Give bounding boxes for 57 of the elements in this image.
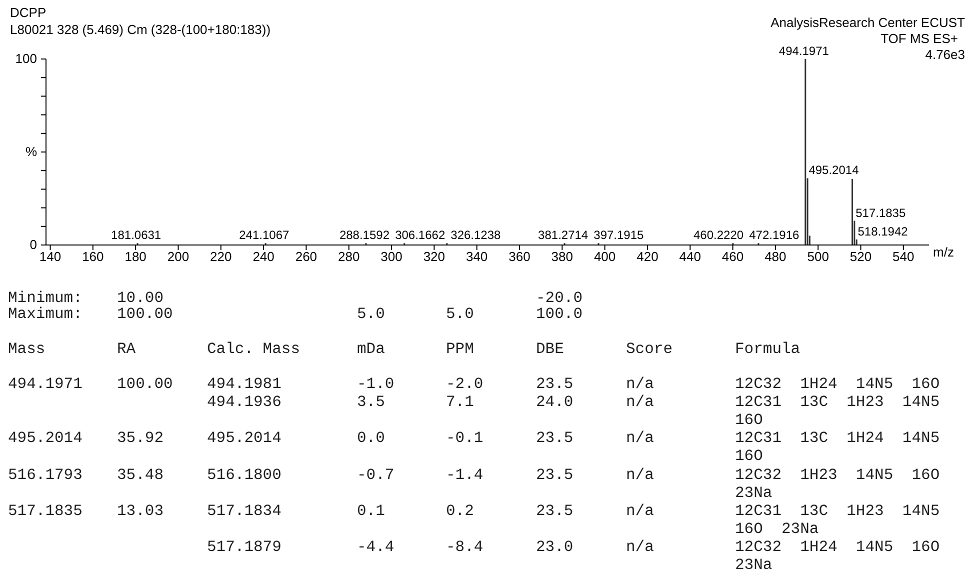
x-tick-label: 220 [210, 249, 232, 264]
text: 16O [735, 447, 763, 466]
annotation: 326.1238 [450, 228, 502, 242]
text: Maximum: 100.00 5.0 5.0 100.0 [8, 305, 583, 323]
x-tick-label: 540 [892, 249, 914, 264]
annotation: 517.1835 [856, 206, 906, 220]
x-tick-label: 320 [423, 249, 446, 264]
x-tick-label: 260 [295, 249, 318, 264]
x-tick-label: 440 [679, 249, 701, 264]
x-tick-label: 340 [466, 249, 488, 264]
y-tick-label: 100 [15, 51, 37, 66]
text: 495.2014 35.92 495.2014 0.0 -0.1 23.5 n/a 12C31 13C 1H24 14N5 [8, 429, 940, 448]
annotation: 4.76e3 [925, 47, 965, 62]
annotation: 306.1662 [395, 228, 446, 242]
annotation: 472.1916 [749, 228, 800, 242]
text: 23Na [735, 484, 772, 502]
x-tick-label: 200 [167, 249, 190, 264]
x-tick-label: 500 [807, 249, 829, 264]
x-tick-label: 240 [252, 249, 274, 264]
annotation: 241.1067 [239, 228, 290, 242]
annotation: 381.2714 [538, 228, 588, 242]
chart-title: DCPP [10, 5, 46, 20]
x-tick-label: 280 [338, 249, 360, 264]
text: Minimum: 10.00 -20.0 [8, 289, 583, 307]
text: 494.1936 3.5 7.1 24.0 n/a 12C31 13C 1H23 14N5 [207, 393, 940, 412]
x-tick-label: 180 [124, 249, 146, 264]
annotation: 288.1592 [339, 228, 390, 242]
chart-subtitle: L80021 328 (5.469) Cm (328-(100+180:183)) [10, 22, 271, 37]
text: 516.1793 35.48 516.1800 -0.7 -1.4 23.5 n/a 12C32 1H23 14N5 16O [8, 466, 940, 484]
annotation: 397.1915 [594, 228, 644, 242]
text: 16O 23Na [735, 520, 819, 538]
text: 517.1835 13.03 517.1834 0.1 0.2 23.5 n/a 12C31 13C 1H23 14N5 [8, 502, 940, 520]
x-tick-label: 300 [380, 249, 402, 264]
annotation: 494.1971 [778, 44, 830, 58]
x-tick-label: 160 [82, 249, 104, 264]
text: AnalysisResearch Center ECUST [770, 15, 965, 30]
x-tick-label: 480 [764, 249, 786, 264]
text: 16O [735, 411, 763, 430]
annotation: 181.0631 [111, 228, 162, 242]
x-axis-title: m/z [933, 244, 954, 260]
y-tick-label: 0 [30, 237, 37, 252]
x-tick-label: 460 [722, 249, 744, 264]
annotation: 460.2220 [694, 228, 744, 242]
annotation: 495.2014 [808, 163, 860, 178]
x-tick-label: 360 [508, 249, 530, 264]
x-tick-label: 520 [850, 249, 872, 264]
y-tick-label: % [25, 144, 38, 159]
annotation: 518.1942 [858, 224, 908, 238]
text: Mass RA Calc. Mass mDa PPM DBE Score Formula [8, 340, 800, 358]
x-tick-label: 420 [636, 249, 658, 264]
text: TOF MS ES+ [880, 31, 958, 46]
x-tick-label: 400 [594, 249, 616, 264]
text: 494.1971 100.00 494.1981 -1.0 -2.0 23.5 n/a 12C32 1H24 14N5 16O [8, 375, 940, 393]
x-tick-label: 380 [551, 249, 573, 264]
text: 517.1879 -4.4 -8.4 23.0 n/a 12C32 1H24 14N5 16O [207, 538, 940, 556]
text: 23Na [735, 556, 772, 569]
x-tick-label: 140 [39, 249, 62, 264]
